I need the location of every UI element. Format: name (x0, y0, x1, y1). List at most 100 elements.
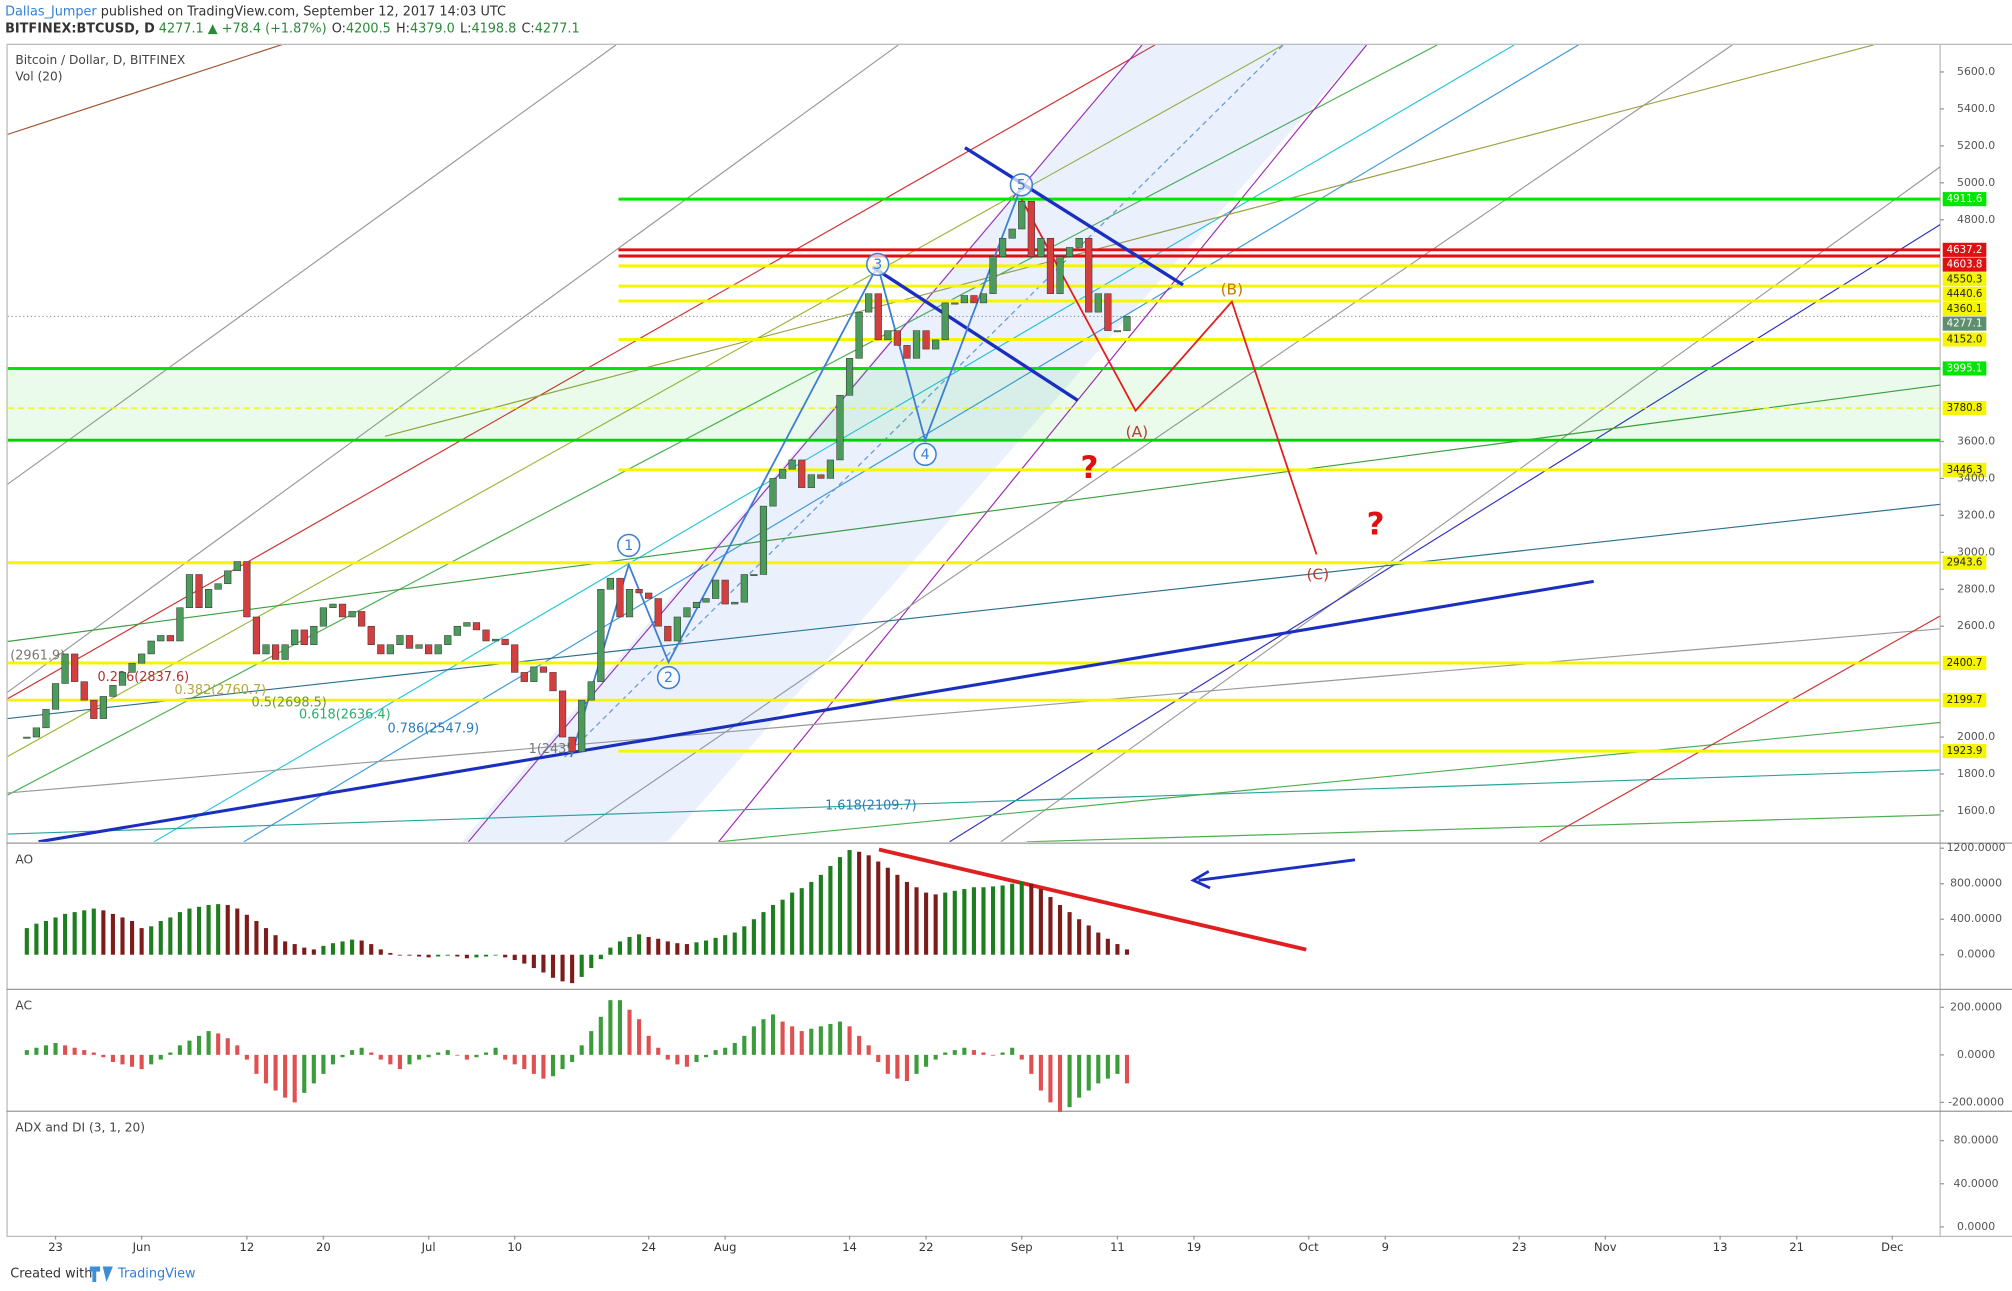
y-tick-label: 3000.0 (1957, 545, 1995, 558)
histogram-bar (292, 1054, 297, 1103)
candle (645, 592, 653, 599)
wave-circle (913, 442, 937, 466)
histogram-bar (751, 1026, 756, 1055)
candle (32, 727, 40, 738)
histogram-bar (273, 1054, 278, 1091)
author[interactable]: Dallas_Jumper (5, 4, 97, 19)
candle (415, 644, 423, 649)
x-tick-label: 19 (1187, 1240, 1202, 1254)
histogram-bar (694, 942, 699, 955)
histogram-bar (206, 905, 211, 955)
footer-brand[interactable]: TradingView (117, 1267, 196, 1282)
histogram-bar (732, 1042, 737, 1055)
histogram-bar (43, 1045, 49, 1055)
candle (118, 672, 127, 686)
histogram-bar (847, 1026, 852, 1055)
level-label: 2943.6 (1947, 557, 1983, 569)
candle (42, 709, 50, 729)
histogram-bar (704, 940, 709, 955)
x-tick-label: 23 (1512, 1240, 1527, 1254)
candle (147, 640, 155, 655)
histogram-bar (809, 881, 814, 955)
histogram-bar (541, 954, 546, 973)
x-tick-label: 12 (240, 1240, 255, 1254)
histogram-bar (1077, 1054, 1082, 1098)
candle (99, 696, 107, 719)
histogram-bar (780, 1021, 785, 1055)
candle (444, 635, 452, 645)
histogram-bar (847, 849, 852, 955)
fib-label: 0.5(2698.5) (252, 696, 327, 711)
histogram-bar (436, 1052, 441, 1055)
candle (405, 635, 414, 649)
y-tick-label: 5400.0 (1957, 102, 1995, 115)
histogram-bar (407, 1054, 412, 1065)
level-tag (1942, 316, 1987, 331)
wave-circle (617, 533, 641, 558)
candle (271, 644, 280, 660)
histogram-bar (560, 954, 565, 982)
candle (989, 256, 997, 294)
histogram-bar (665, 1054, 670, 1060)
candle (836, 395, 844, 461)
candle (1113, 330, 1122, 333)
histogram-bar (436, 954, 441, 957)
histogram-bar (761, 912, 766, 955)
histogram-bar (991, 886, 996, 955)
histogram-bar (914, 887, 919, 955)
histogram-bar (1057, 905, 1063, 955)
projection-path (1020, 198, 1318, 555)
pane-subtitle: Vol (20) (15, 70, 62, 84)
candle (492, 638, 500, 642)
histogram-bar (82, 910, 87, 955)
histogram-bar (608, 1000, 613, 1055)
wave-circle (656, 665, 681, 690)
histogram-bar (924, 892, 929, 955)
candle (1046, 237, 1055, 294)
x-tick-label: Oct (1299, 1240, 1319, 1254)
candle (654, 598, 662, 627)
histogram-bar (72, 912, 77, 955)
histogram-bar (235, 1045, 240, 1055)
abc-label: (B) (1221, 281, 1244, 299)
candle (61, 653, 69, 684)
histogram-bar (866, 1045, 871, 1055)
histogram-bar (550, 1054, 556, 1077)
histogram-bar (283, 1054, 288, 1098)
histogram-bar (885, 1054, 890, 1074)
candle (176, 607, 184, 642)
histogram-bar (110, 913, 115, 955)
footer-created: Created with (10, 1267, 92, 1282)
level-label: 1923.9 (1947, 745, 1983, 757)
y-tick-label: 2000.0 (1957, 730, 1995, 743)
trend-line (7, 44, 617, 485)
y-tick-label: 1600.0 (1957, 804, 1995, 817)
candle (664, 625, 672, 642)
question-mark: ? (1367, 507, 1385, 543)
histogram-bar (828, 1023, 833, 1055)
histogram-bar (110, 1054, 115, 1062)
y-tick-label: 80.0000 (1954, 1134, 1999, 1147)
histogram-bar (72, 1047, 77, 1055)
histogram-bar (904, 1054, 910, 1082)
histogram-bar (350, 939, 355, 955)
histogram-bar (713, 937, 718, 955)
x-tick-label: 13 (1713, 1240, 1728, 1254)
histogram-bar (397, 1054, 402, 1070)
candle (625, 589, 634, 618)
x-tick-label: 14 (842, 1240, 857, 1254)
histogram-bar (503, 954, 508, 958)
histogram-bar (675, 1054, 680, 1065)
level-tag (1942, 332, 1987, 347)
x-tick-label: Nov (1594, 1240, 1617, 1254)
arrow (1198, 858, 1356, 882)
histogram-bar (196, 906, 202, 955)
candle (750, 574, 758, 577)
histogram-bar (1124, 1054, 1130, 1084)
histogram-bar (704, 1054, 709, 1058)
histogram-bar (770, 905, 776, 955)
y-tick-label: 5000.0 (1957, 176, 1995, 189)
candle (425, 644, 433, 655)
candle (893, 330, 901, 346)
